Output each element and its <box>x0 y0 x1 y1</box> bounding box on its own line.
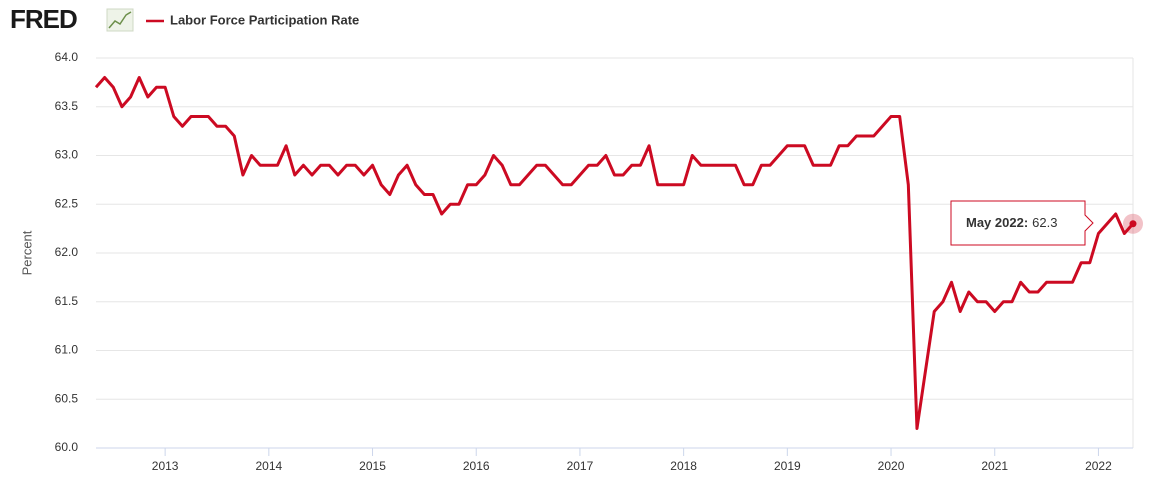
data-line <box>94 76 1135 430</box>
x-tick-label: 2019 <box>774 459 801 473</box>
y-tick-label: 61.5 <box>55 294 79 308</box>
y-tick-label: 63.0 <box>55 148 79 162</box>
y-tick-label: 60.0 <box>55 440 79 454</box>
hover-point <box>1129 220 1137 228</box>
tooltip-value: 62.3 <box>1032 215 1057 230</box>
x-tick-label: 2018 <box>670 459 697 473</box>
y-tick-label: 64.0 <box>55 50 79 64</box>
x-tick-label: 2016 <box>463 459 490 473</box>
y-tick-label: 62.0 <box>55 245 79 259</box>
x-tick-label: 2014 <box>255 459 282 473</box>
x-tick-label: 2020 <box>878 459 905 473</box>
logo-icon <box>106 8 134 32</box>
y-tick-label: 61.0 <box>55 343 79 357</box>
tooltip-date: May 2022: <box>966 215 1028 230</box>
x-tick-label: 2022 <box>1085 459 1112 473</box>
x-tick-label: 2017 <box>567 459 594 473</box>
y-tick-label: 63.5 <box>55 99 79 113</box>
y-tick-label: 60.5 <box>55 391 79 405</box>
y-tick-label: 62.5 <box>55 196 79 210</box>
tooltip-text: May 2022: 62.3 <box>966 215 1057 230</box>
y-axis-title: Percent <box>19 230 34 275</box>
tooltip: May 2022: 62.3 <box>950 200 1094 246</box>
x-tick-label: 2021 <box>981 459 1008 473</box>
x-tick-label: 2013 <box>152 459 179 473</box>
logo[interactable]: FRED <box>10 4 78 34</box>
x-tick-label: 2015 <box>359 459 386 473</box>
tooltip-box <box>950 200 1094 246</box>
legend-label[interactable]: Labor Force Participation Rate <box>170 12 359 27</box>
